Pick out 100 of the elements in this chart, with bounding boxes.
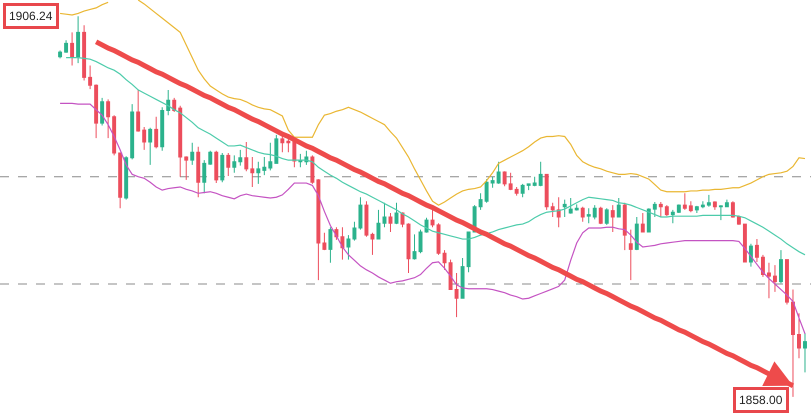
candlestick (370, 232, 374, 256)
candlestick (196, 146, 200, 198)
candlestick (58, 50, 62, 59)
candlestick (791, 289, 795, 398)
candlestick (532, 176, 537, 187)
candlestick (232, 154, 236, 174)
candlestick (352, 221, 356, 242)
candlestick (226, 152, 230, 176)
candlestick (502, 170, 507, 187)
candlestick (112, 114, 116, 156)
candlestick (394, 202, 398, 225)
candlestick (520, 183, 525, 198)
candlestick (76, 16, 80, 64)
candlestick (340, 226, 344, 260)
candlestick (106, 98, 110, 139)
candlestick (70, 32, 74, 66)
candlestick (718, 204, 723, 221)
candlestick (797, 312, 801, 359)
candlestick (160, 106, 164, 152)
annotation: 1858.00 (739, 393, 783, 407)
candlestick (100, 97, 104, 126)
candlestick (358, 196, 362, 230)
candlestick (706, 194, 711, 208)
candlestick (268, 142, 272, 171)
candlestick (316, 178, 320, 281)
candlestick (634, 216, 639, 251)
candlestick (274, 134, 278, 164)
candlestick (730, 200, 735, 218)
candlestick (712, 200, 717, 210)
candlestick (310, 154, 314, 184)
candlestick (442, 250, 447, 270)
candlestick (328, 226, 332, 264)
candlestick (490, 176, 495, 188)
candlestick (142, 126, 146, 150)
candlestick (652, 201, 657, 218)
candlestick (478, 192, 483, 210)
candlestick (418, 229, 422, 254)
candlestick (454, 272, 459, 318)
candlestick (436, 222, 441, 256)
candlestick (280, 134, 284, 153)
candlestick (118, 152, 122, 209)
candlestick (166, 89, 170, 116)
candlestick (754, 238, 759, 262)
candlestick (688, 200, 693, 213)
candlestick (586, 208, 591, 224)
candlestick (190, 142, 194, 166)
candlestick (346, 234, 350, 260)
candlestick (250, 156, 254, 188)
candlestick (148, 127, 152, 166)
candlestick (460, 257, 465, 299)
candlestick (604, 208, 609, 226)
candlestick (514, 186, 519, 196)
candlestick (610, 204, 615, 232)
candlestick (322, 232, 326, 251)
candlestick (526, 183, 531, 191)
candlestick (646, 208, 651, 232)
candlestick (496, 161, 501, 184)
candlestick (88, 64, 92, 90)
candlestick (382, 202, 386, 228)
candlestick (136, 89, 140, 132)
candlestick (400, 212, 404, 228)
candlestick (622, 202, 627, 251)
candlestick (94, 84, 98, 139)
candlestick (244, 142, 248, 172)
candlestick (550, 202, 555, 218)
candlestick (154, 116, 158, 149)
candlestick (124, 156, 128, 200)
candlestick (178, 105, 182, 178)
candlestick (184, 156, 188, 180)
candlestick (616, 198, 621, 218)
candlestick (778, 250, 783, 284)
candlestick (448, 259, 453, 290)
candlestick (538, 161, 543, 187)
candlestick (64, 40, 68, 54)
candlestick (256, 161, 260, 184)
candlestick (220, 152, 224, 183)
candlestick (286, 136, 290, 153)
text: 1906.24 (9, 9, 53, 23)
candlestick (580, 206, 585, 222)
candlestick (508, 172, 513, 191)
candlestick (736, 214, 741, 226)
candlestick (484, 178, 489, 204)
candlestick (544, 174, 549, 210)
candlestick (262, 156, 266, 176)
candlestick (376, 209, 380, 240)
candlestick (562, 199, 567, 218)
candlestick (82, 24, 86, 81)
candlestick (568, 198, 573, 214)
candlestick (640, 212, 645, 232)
candlestick (670, 209, 675, 224)
candlestick (760, 254, 765, 278)
candlestick (430, 208, 435, 228)
candlestick (388, 212, 392, 232)
candlestick (664, 204, 669, 217)
candlestick (412, 234, 416, 260)
candlestick (628, 229, 633, 281)
candlestick (364, 200, 368, 238)
candlestick (292, 140, 296, 168)
candlestick (556, 196, 561, 228)
candlestick (766, 262, 771, 299)
